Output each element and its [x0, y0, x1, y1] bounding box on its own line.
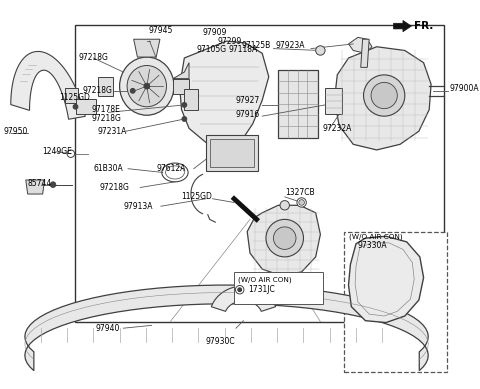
Circle shape [182, 117, 187, 121]
Text: 1125GD: 1125GD [60, 93, 90, 102]
Circle shape [238, 288, 241, 292]
Polygon shape [348, 236, 423, 322]
Circle shape [144, 83, 150, 89]
Text: 97927: 97927 [236, 96, 260, 105]
Bar [344, 231, 447, 372]
Polygon shape [348, 37, 372, 53]
Text: 97945: 97945 [149, 26, 173, 35]
Circle shape [182, 103, 187, 107]
Text: 61B30A: 61B30A [93, 164, 123, 173]
Bar [278, 70, 318, 138]
Text: (W/O AIR CON): (W/O AIR CON) [348, 233, 402, 240]
Text: 97178E: 97178E [92, 105, 120, 114]
Circle shape [299, 200, 304, 205]
Text: 97916: 97916 [236, 110, 260, 119]
Circle shape [280, 201, 289, 210]
Text: 97900A: 97900A [450, 84, 480, 93]
Polygon shape [394, 21, 411, 32]
Circle shape [316, 46, 325, 55]
Bar [210, 138, 254, 167]
Text: 97930C: 97930C [206, 337, 236, 346]
Polygon shape [173, 63, 189, 79]
Text: 97923A: 97923A [276, 41, 305, 50]
Polygon shape [173, 79, 189, 94]
Text: 97940: 97940 [95, 324, 120, 333]
Text: 1327CB: 1327CB [286, 187, 315, 197]
Text: 97913A: 97913A [123, 202, 153, 211]
Circle shape [371, 82, 397, 109]
Circle shape [363, 75, 405, 116]
Polygon shape [335, 47, 431, 150]
Polygon shape [361, 39, 369, 67]
Polygon shape [65, 88, 78, 103]
Bar [325, 88, 342, 114]
Bar [74, 25, 444, 322]
Bar [206, 135, 257, 170]
Bar [98, 77, 113, 96]
Text: FR.: FR. [414, 21, 433, 31]
Circle shape [131, 88, 135, 93]
Circle shape [73, 104, 78, 109]
Bar [184, 89, 198, 110]
Polygon shape [211, 286, 276, 311]
Text: 97232A: 97232A [322, 124, 352, 133]
Bar [75, 99, 96, 114]
Text: 97218G: 97218G [92, 114, 121, 123]
Polygon shape [25, 285, 428, 371]
Text: 85744: 85744 [28, 179, 52, 188]
Text: 97118A: 97118A [228, 45, 258, 54]
Text: 97909: 97909 [202, 28, 227, 37]
Text: (W/O AIR CON): (W/O AIR CON) [238, 276, 291, 283]
Text: 97612A: 97612A [156, 164, 186, 173]
Circle shape [51, 182, 55, 187]
Circle shape [274, 227, 296, 249]
Circle shape [236, 286, 244, 294]
Text: 97218G: 97218G [100, 183, 130, 192]
Ellipse shape [127, 65, 167, 107]
Polygon shape [133, 39, 160, 57]
Text: 97950: 97950 [3, 127, 28, 136]
Text: 1249GE: 1249GE [43, 147, 72, 156]
Text: 97218G: 97218G [82, 86, 112, 95]
Circle shape [266, 219, 303, 257]
Text: 1125GD: 1125GD [181, 192, 212, 202]
Text: 97299: 97299 [217, 37, 241, 46]
Polygon shape [26, 180, 45, 194]
Text: 97330A: 97330A [358, 241, 387, 250]
Polygon shape [180, 41, 269, 144]
Circle shape [297, 198, 306, 207]
Polygon shape [11, 51, 85, 119]
Text: 97125B: 97125B [241, 41, 271, 50]
Text: 97105G: 97105G [196, 45, 227, 54]
Text: 1731JC: 1731JC [248, 285, 275, 294]
Bar [234, 272, 323, 304]
Ellipse shape [120, 57, 174, 115]
Text: 97218G: 97218G [78, 53, 108, 61]
Text: 97231A: 97231A [97, 127, 126, 136]
Polygon shape [247, 205, 320, 276]
